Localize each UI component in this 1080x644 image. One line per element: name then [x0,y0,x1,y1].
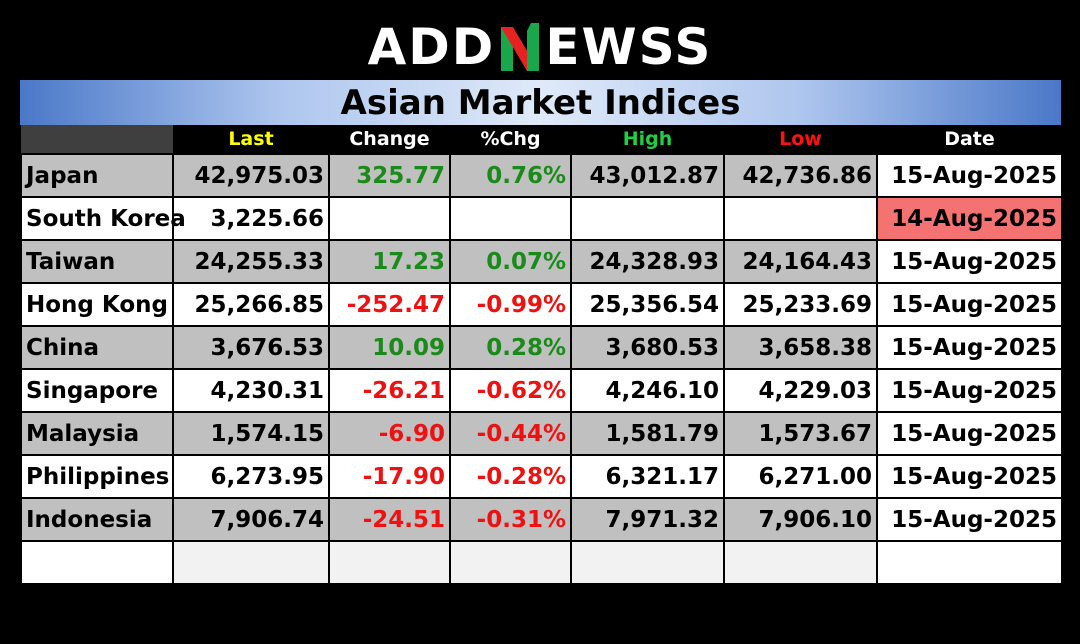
date-cell: 15-Aug-2025 [876,282,1063,327]
date-cell: 15-Aug-2025 [876,325,1063,370]
empty-cell [172,540,330,585]
logo: ADD EWSS [0,14,1080,80]
change-cell: 325.77 [328,153,451,198]
high-cell: 24,328.93 [570,239,725,284]
country-name-cell: Indonesia [20,497,174,542]
low-cell: 4,229.03 [723,368,878,413]
last-cell: 4,230.31 [172,368,330,413]
low-cell: 25,233.69 [723,282,878,327]
country-name-cell: Japan [20,153,174,198]
empty-cell [876,540,1063,585]
logo-n-icon [501,23,540,71]
change-cell: 17.23 [328,239,451,284]
country-name-cell: Taiwan [20,239,174,284]
change-cell: -6.90 [328,411,451,456]
page-title: Asian Market Indices [340,82,741,123]
pct-change-cell: -0.28% [449,454,572,499]
table-row: Japan 42,975.03 325.77 0.76% 43,012.87 42,736… [20,153,1063,198]
high-cell: 3,680.53 [570,325,725,370]
high-cell: 1,581.79 [570,411,725,456]
last-cell: 1,574.15 [172,411,330,456]
high-cell [570,196,725,241]
pct-change-cell: -0.31% [449,497,572,542]
header-change: Change [329,125,450,154]
low-cell: 6,271.00 [723,454,878,499]
header-last: Last [173,125,329,154]
change-cell: -26.21 [328,368,451,413]
high-cell: 4,246.10 [570,368,725,413]
table-row: Malaysia 1,574.15 -6.90 -0.44% 1,581.79 1,573… [20,411,1063,456]
low-cell: 42,736.86 [723,153,878,198]
table-row: Singapore 4,230.31 -26.21 -0.62% 4,246.10 4,2… [20,368,1063,413]
high-cell: 7,971.32 [570,497,725,542]
last-cell: 3,225.66 [172,196,330,241]
low-cell [723,196,878,241]
table-row: China 3,676.53 10.09 0.28% 3,680.53 3,658.38 1… [20,325,1063,370]
table-row: Indonesia 7,906.74 -24.51 -0.31% 7,971.32 7,9… [20,497,1063,542]
pct-change-cell: -0.99% [449,282,572,327]
pct-change-cell [449,196,572,241]
high-cell: 6,321.17 [570,454,725,499]
empty-cell [20,540,174,585]
logo-text: ADD EWSS [368,18,713,76]
empty-row [20,540,1063,585]
change-cell: -24.51 [328,497,451,542]
table-row: South Korea 3,225.66 14-Aug-2025 [20,196,1063,241]
empty-cell [449,540,572,585]
last-cell: 7,906.74 [172,497,330,542]
last-cell: 3,676.53 [172,325,330,370]
empty-cell [723,540,878,585]
country-name-cell: China [20,325,174,370]
pct-change-cell: -0.62% [449,368,572,413]
market-indices-table: Last Change %Chg High Low Date Japan 42,975.03… [20,125,1063,585]
header-blank [21,125,173,154]
country-name-cell: Hong Kong [20,282,174,327]
high-cell: 43,012.87 [570,153,725,198]
last-cell: 24,255.33 [172,239,330,284]
header-date: Date [877,125,1062,154]
change-cell: 10.09 [328,325,451,370]
date-cell: 15-Aug-2025 [876,454,1063,499]
header-high: High [571,125,724,154]
change-cell: -252.47 [328,282,451,327]
country-name-cell: South Korea [20,196,186,241]
empty-cell [328,540,451,585]
pct-change-cell: -0.44% [449,411,572,456]
table-row: Hong Kong 25,266.85 -252.47 -0.99% 25,356.54… [20,282,1063,327]
last-cell: 25,266.85 [172,282,330,327]
last-cell: 42,975.03 [172,153,330,198]
header-low: Low [724,125,877,154]
date-cell: 15-Aug-2025 [876,153,1063,198]
table-row: Philippines 6,273.95 -17.90 -0.28% 6,321.17 6… [20,454,1063,499]
low-cell: 7,906.10 [723,497,878,542]
low-cell: 3,658.38 [723,325,878,370]
pct-change-cell: 0.28% [449,325,572,370]
date-cell: 15-Aug-2025 [876,368,1063,413]
date-cell: 15-Aug-2025 [876,497,1063,542]
pct-change-cell: 0.07% [449,239,572,284]
title-bar: Asian Market Indices [20,80,1061,125]
change-cell: -17.90 [328,454,451,499]
pct-change-cell: 0.76% [449,153,572,198]
date-cell: 15-Aug-2025 [876,239,1063,284]
table-header-row: Last Change %Chg High Low Date [21,125,1062,154]
country-name-cell: Singapore [20,368,174,413]
table-body: Japan 42,975.03 325.77 0.76% 43,012.87 42,736… [20,153,1063,585]
table-row: Taiwan 24,255.33 17.23 0.07% 24,328.93 24,164… [20,239,1063,284]
header-pct-change: %Chg [450,125,571,154]
empty-cell [570,540,725,585]
low-cell: 24,164.43 [723,239,878,284]
logo-text-post: EWSS [545,18,713,76]
low-cell: 1,573.67 [723,411,878,456]
logo-text-pre: ADD [367,18,496,76]
date-cell: 15-Aug-2025 [876,411,1063,456]
last-cell: 6,273.95 [172,454,330,499]
date-cell: 14-Aug-2025 [876,196,1063,241]
country-name-cell: Philippines [20,454,174,499]
country-name-cell: Malaysia [20,411,174,456]
change-cell [328,196,451,241]
high-cell: 25,356.54 [570,282,725,327]
